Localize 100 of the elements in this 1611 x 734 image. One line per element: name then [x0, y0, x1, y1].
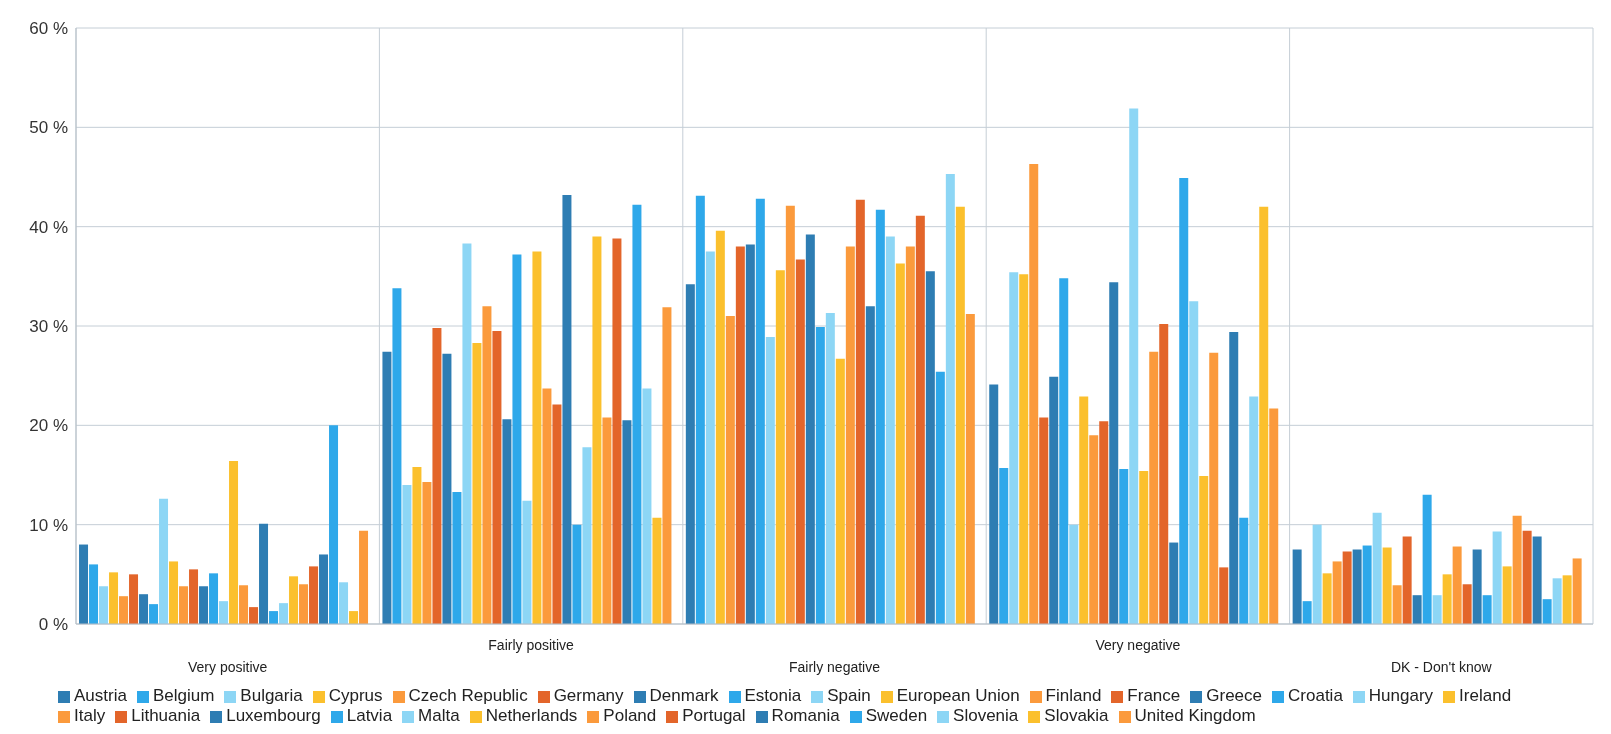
bar [1019, 274, 1029, 624]
legend-label: Ireland [1459, 686, 1512, 705]
bar [1532, 536, 1542, 624]
bar [209, 573, 219, 624]
bar [652, 517, 662, 624]
x-tick-label: Very negative [1095, 637, 1181, 653]
legend-label: Greece [1206, 686, 1263, 705]
legend-label: United Kingdom [1134, 706, 1256, 725]
bar [432, 327, 442, 624]
bar [662, 307, 672, 624]
bar [795, 259, 805, 624]
legend-label: Germany [553, 686, 624, 705]
bar [612, 238, 622, 624]
x-tick-label: Very positive [188, 659, 268, 675]
bar [1029, 164, 1039, 624]
legend-label: Finland [1045, 686, 1102, 705]
bar [572, 524, 582, 624]
bar [1312, 524, 1322, 624]
bar [1039, 417, 1049, 624]
bar [815, 326, 825, 624]
bar [319, 554, 329, 624]
legend-label: Estonia [744, 686, 802, 705]
bar [512, 254, 522, 624]
bar [765, 336, 775, 624]
bar [239, 585, 249, 624]
bar [1332, 561, 1342, 624]
y-tick-label: 20 % [29, 416, 68, 436]
bar [219, 601, 229, 624]
bar [895, 263, 905, 624]
legend-label: Romania [771, 706, 840, 725]
bar [632, 204, 642, 624]
bar [865, 306, 875, 624]
x-tick-label: Fairly negative [788, 659, 881, 675]
legend-label: Croatia [1288, 686, 1343, 705]
bar [1562, 575, 1572, 624]
y-tick-label: 40 % [29, 217, 68, 237]
bar [685, 284, 695, 624]
legend-label: Portugal [682, 706, 746, 725]
legend-label: Luxembourg [226, 706, 321, 725]
bar [199, 586, 209, 624]
legend-label: European Union [896, 686, 1020, 705]
bar [309, 566, 319, 624]
bar [279, 603, 289, 624]
legend-label: Latvia [346, 706, 393, 725]
bar [159, 498, 169, 624]
bar [965, 314, 975, 624]
bar [1462, 584, 1472, 624]
bar [452, 491, 462, 624]
bar [1169, 542, 1179, 624]
bar [359, 530, 369, 624]
y-tick-label: 30 % [29, 317, 68, 337]
bar [462, 243, 472, 624]
bar [269, 611, 279, 624]
legend-label: Spain [827, 686, 871, 705]
bar [1099, 421, 1109, 624]
bar [329, 425, 339, 624]
bar [339, 582, 349, 624]
bar [1079, 396, 1089, 624]
bar [1129, 108, 1139, 624]
bar [1199, 475, 1209, 624]
bar [1512, 515, 1522, 624]
bar [1322, 573, 1332, 624]
bar [725, 316, 735, 624]
bar [109, 572, 119, 624]
bar [1422, 494, 1432, 624]
bar [695, 195, 705, 624]
bar [1442, 574, 1452, 624]
bar [1269, 408, 1279, 624]
bar [442, 353, 452, 624]
x-tick-label: Fairly positive [488, 637, 575, 653]
legend-label: Netherlands [485, 706, 578, 725]
bar [592, 236, 602, 624]
bar [482, 306, 492, 624]
legend-label: Poland [603, 706, 657, 725]
legend-label: Slovenia [953, 706, 1019, 725]
bar [1452, 546, 1462, 624]
bar [259, 523, 269, 624]
bar [1139, 471, 1149, 624]
bar [1229, 331, 1239, 624]
bar [999, 468, 1009, 624]
legend-label: Slovakia [1044, 706, 1109, 725]
bar [755, 198, 765, 624]
y-tick-label: 60 % [29, 19, 68, 39]
bar [1109, 282, 1119, 624]
bar [955, 206, 965, 624]
bar [1292, 549, 1302, 624]
legend-label: Italy [74, 706, 106, 725]
legend-label: France [1127, 686, 1181, 705]
bar [532, 251, 542, 624]
bar [745, 244, 755, 624]
bar [805, 234, 815, 624]
bar [189, 569, 199, 624]
bar [179, 586, 189, 624]
legend-label: Austria [74, 686, 127, 705]
bar [1249, 396, 1259, 624]
bar [715, 230, 725, 624]
bar [472, 342, 482, 624]
y-tick-label: 10 % [29, 515, 68, 535]
bar [422, 481, 432, 624]
bar [412, 467, 422, 624]
